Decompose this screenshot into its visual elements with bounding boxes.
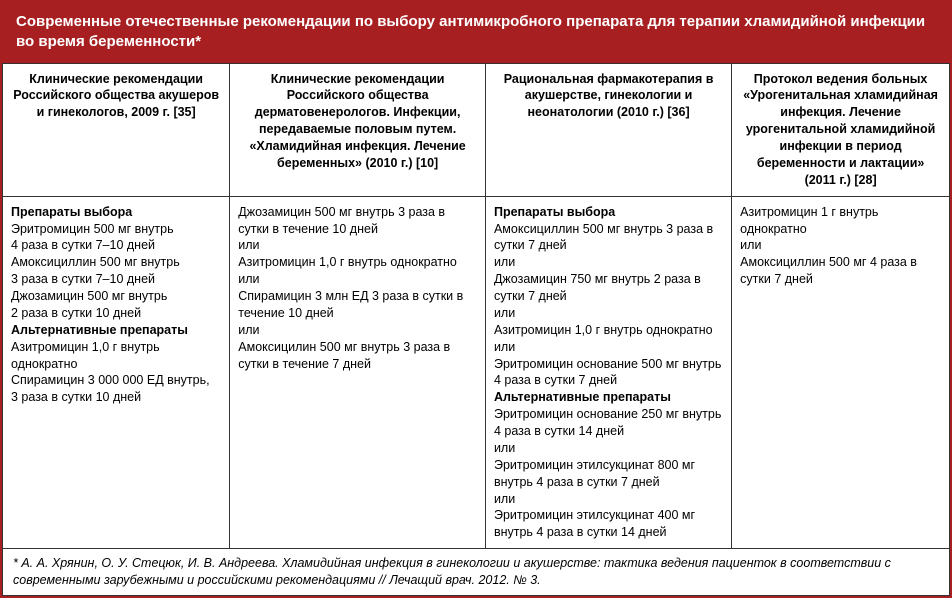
footnote-row: * А. А. Хрянин, О. У. Стецюк, И. В. Андр… <box>3 549 950 596</box>
drug-line: Амоксицилин 500 мг внутрь 3 раза в сутки… <box>238 340 450 371</box>
drug-line: 2 раза в сутки 10 дней <box>11 306 141 320</box>
drug-line: Азитромицин 1,0 г внутрь однократно <box>11 340 160 371</box>
drug-line: Эритромицин этилсукцинат 400 мг внутрь 4… <box>494 508 695 539</box>
drug-line: Амоксициллин 500 мг внутрь <box>11 255 180 269</box>
drug-line: 3 раза в сутки 10 дней <box>11 390 141 404</box>
cell-col-2: Джозамицин 500 мг внутрь 3 раза в сутки … <box>230 196 486 549</box>
header-col-3: Рациональная фармакотерапия в акушерстве… <box>485 63 731 196</box>
drug-line: Джозамицин 750 мг внутрь 2 раза в сутки … <box>494 272 701 303</box>
or-label: или <box>740 238 761 252</box>
drug-line: Джозамицин 500 мг внутрь 3 раза в сутки … <box>238 205 445 236</box>
table-title: Современные отечественные рекомендации п… <box>2 2 950 63</box>
drug-line: Азитромицин 1,0 г внутрь однократно <box>238 255 457 269</box>
or-label: или <box>494 441 515 455</box>
subheading: Альтернативные препараты <box>11 323 188 337</box>
footnote-cell: * А. А. Хрянин, О. У. Стецюк, И. В. Андр… <box>3 549 950 596</box>
header-row: Клинические рекомендации Российского общ… <box>3 63 950 196</box>
drug-line: Азитромицин 1,0 г внутрь однократно <box>494 323 713 337</box>
table-container: Современные отечественные рекомендации п… <box>0 0 952 598</box>
drug-line: Эритромицин 500 мг внутрь <box>11 222 174 236</box>
header-col-2: Клинические рекомендации Российского общ… <box>230 63 486 196</box>
subheading: Препараты выбора <box>11 205 132 219</box>
drug-line: Амоксициллин 500 мг внутрь 3 раза в сутк… <box>494 222 713 253</box>
subheading: Препараты выбора <box>494 205 615 219</box>
drug-line: 4 раза в сутки 7–10 дней <box>11 238 155 252</box>
cell-col-4: Азитромицин 1 г внутрь однократно или Ам… <box>732 196 950 549</box>
drug-line: Спирамицин 3 000 000 ЕД внутрь, <box>11 373 210 387</box>
drug-line: Азитромицин 1 г внутрь однократно <box>740 205 878 236</box>
drug-line: Джозамицин 500 мг внутрь <box>11 289 167 303</box>
header-col-1: Клинические рекомендации Российского общ… <box>3 63 230 196</box>
drug-line: Эритромицин основание 500 мг внутрь 4 ра… <box>494 357 721 388</box>
recommendations-table: Клинические рекомендации Российского общ… <box>2 63 950 596</box>
drug-line: Эритромицин этилсукцинат 800 мг внутрь 4… <box>494 458 695 489</box>
cell-col-1: Препараты выбора Эритромицин 500 мг внут… <box>3 196 230 549</box>
drug-line: Эритромицин основание 250 мг внутрь 4 ра… <box>494 407 721 438</box>
data-row: Препараты выбора Эритромицин 500 мг внут… <box>3 196 950 549</box>
or-label: или <box>238 272 259 286</box>
title-line-2: во время беременности* <box>16 33 201 50</box>
header-col-4: Протокол ведения больных «Урогенитальная… <box>732 63 950 196</box>
or-label: или <box>494 255 515 269</box>
or-label: или <box>238 323 259 337</box>
cell-col-3: Препараты выбора Амоксициллин 500 мг вну… <box>485 196 731 549</box>
or-label: или <box>238 238 259 252</box>
drug-line: 3 раза в сутки 7–10 дней <box>11 272 155 286</box>
or-label: или <box>494 306 515 320</box>
title-line-1: Современные отечественные рекомендации п… <box>16 13 925 30</box>
subheading: Альтернативные препараты <box>494 390 671 404</box>
drug-line: Спирамицин 3 млн ЕД 3 раза в сутки в теч… <box>238 289 463 320</box>
or-label: или <box>494 340 515 354</box>
drug-line: Амоксициллин 500 мг 4 раза в сутки 7 дне… <box>740 255 917 286</box>
or-label: или <box>494 492 515 506</box>
